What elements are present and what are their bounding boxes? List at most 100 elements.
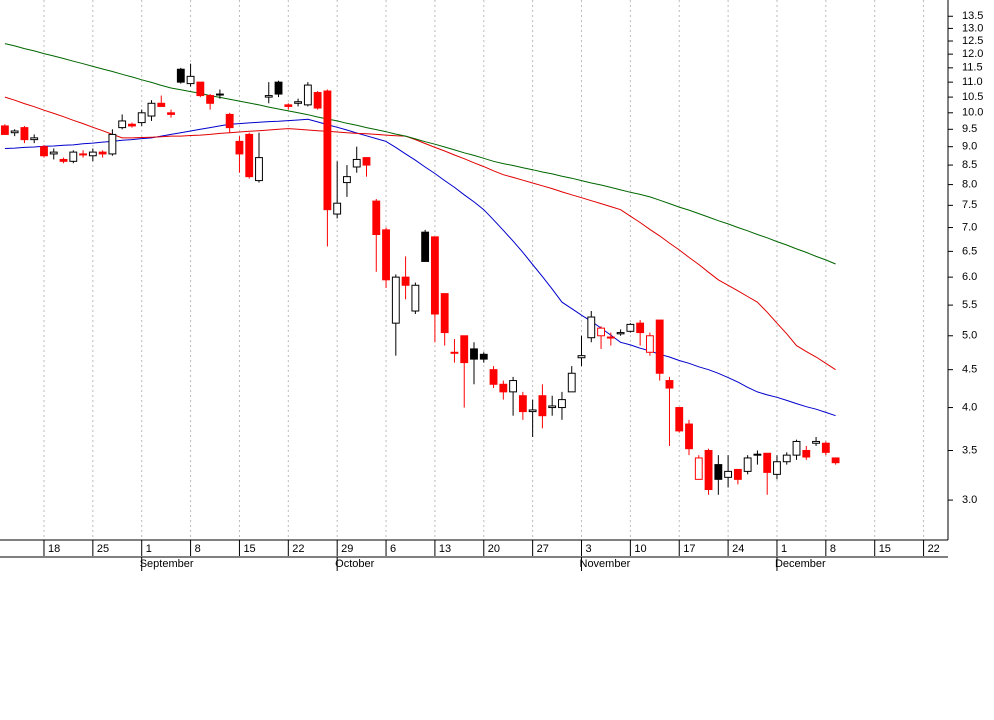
x-tick-label: 6 xyxy=(390,543,396,555)
candle-body xyxy=(528,409,537,413)
candle-body xyxy=(401,276,410,286)
candle-body xyxy=(20,127,29,141)
candle-body xyxy=(704,450,713,491)
y-tick-label: 11.5 xyxy=(962,62,983,74)
candle-body xyxy=(509,380,518,393)
candle-body xyxy=(362,157,371,166)
x-tick-label: 22 xyxy=(928,543,940,555)
x-tick-label: 29 xyxy=(341,543,353,555)
x-tick-label: 17 xyxy=(683,543,695,555)
candle-body xyxy=(10,130,19,134)
candle-body xyxy=(489,369,498,385)
candle-body xyxy=(128,123,136,127)
moving-average-line xyxy=(4,43,836,265)
candle-body xyxy=(538,395,547,417)
candle-body xyxy=(274,81,283,95)
candle-body xyxy=(372,200,381,236)
y-tick-label: 9.0 xyxy=(962,141,977,153)
candle-body xyxy=(577,355,586,359)
x-tick-label: 3 xyxy=(586,543,592,555)
moving-average-line xyxy=(4,96,836,371)
candle-body xyxy=(30,137,39,141)
candle-body xyxy=(79,153,87,156)
y-tick-label: 12.5 xyxy=(962,35,983,47)
candle-body xyxy=(98,151,107,155)
candle-body xyxy=(685,423,693,450)
x-tick-label: 15 xyxy=(879,543,891,555)
candle-body xyxy=(206,95,215,104)
candle-body xyxy=(821,442,830,453)
y-tick-label: 7.0 xyxy=(962,221,977,233)
candle-body xyxy=(645,335,654,353)
candle-body xyxy=(235,140,244,155)
month-label: December xyxy=(775,558,826,570)
candle-body xyxy=(0,125,9,135)
candle-body xyxy=(606,336,615,339)
x-tick-label: 25 xyxy=(97,543,109,555)
candle-body xyxy=(724,470,733,478)
candle-body xyxy=(421,231,430,262)
candle-body xyxy=(88,151,97,157)
candle-body xyxy=(430,236,439,315)
candle-body xyxy=(196,81,205,97)
candle-body xyxy=(352,158,361,168)
candle-body xyxy=(812,440,820,444)
y-tick-label: 10.0 xyxy=(962,107,983,119)
candle-body xyxy=(137,112,146,124)
candle-body xyxy=(616,332,625,335)
candle-body xyxy=(460,335,469,364)
candle-body xyxy=(49,151,58,155)
y-tick-label: 7.5 xyxy=(962,199,977,211)
candle-body xyxy=(186,75,195,85)
y-tick-label: 12.0 xyxy=(962,48,983,60)
candle-body xyxy=(333,202,342,215)
candle-body xyxy=(382,229,390,281)
candle-body xyxy=(69,151,78,162)
y-tick-label: 6.5 xyxy=(962,245,977,257)
candle-body xyxy=(499,383,508,393)
x-tick-label: 27 xyxy=(537,543,549,555)
candle-body xyxy=(303,84,312,106)
candle-body xyxy=(694,457,703,480)
x-tick-label: 18 xyxy=(48,543,60,555)
y-tick-label: 13.5 xyxy=(962,10,983,22)
candle-body xyxy=(548,405,557,409)
x-tick-label: 24 xyxy=(732,543,744,555)
candle-body xyxy=(802,450,811,458)
candle-body xyxy=(59,158,68,162)
candle-body xyxy=(245,133,254,178)
candle-body xyxy=(225,113,234,129)
candle-body xyxy=(323,90,332,211)
x-tick-label: 22 xyxy=(292,543,304,555)
candle-body xyxy=(450,351,459,354)
candle-body xyxy=(733,468,742,480)
candle-body xyxy=(264,95,273,98)
candle-body xyxy=(440,293,449,334)
candle-body xyxy=(636,322,645,334)
candle-body xyxy=(479,353,488,360)
candle-body xyxy=(411,284,420,312)
candle-body xyxy=(626,323,635,332)
candle-body xyxy=(792,440,801,456)
y-tick-label: 5.0 xyxy=(962,330,977,342)
y-tick-label: 5.5 xyxy=(962,299,977,311)
candle-body xyxy=(714,464,723,480)
candle-body xyxy=(40,146,48,157)
candle-body xyxy=(782,454,791,463)
x-tick-label: 1 xyxy=(781,543,787,555)
y-tick-label: 8.5 xyxy=(962,159,977,171)
x-tick-label: 20 xyxy=(488,543,500,555)
candle-body xyxy=(831,457,840,464)
candle-body xyxy=(167,112,175,115)
candle-body xyxy=(118,120,127,129)
x-tick-label: 10 xyxy=(634,543,646,555)
candle-body xyxy=(343,176,351,184)
candle-body xyxy=(763,452,772,473)
x-tick-label: 15 xyxy=(243,543,255,555)
candle-body xyxy=(108,133,117,155)
candle-body xyxy=(157,102,166,107)
candle-body xyxy=(675,407,684,432)
y-tick-label: 13.0 xyxy=(962,22,983,34)
y-tick-label: 10.5 xyxy=(962,91,983,103)
month-label: November xyxy=(580,558,631,570)
